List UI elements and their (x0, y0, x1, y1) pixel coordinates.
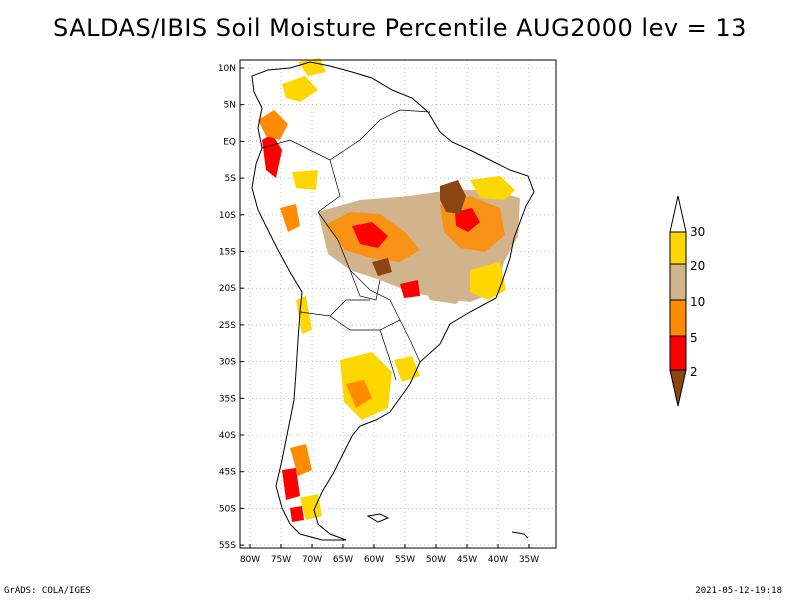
shade-red-colombia (262, 134, 282, 178)
lon-tick-label: 40W (488, 555, 508, 565)
lat-tick-label: 45S (219, 468, 236, 478)
lat-tick-label: EQ (223, 137, 236, 147)
lat-tick-label: 10S (219, 211, 236, 221)
shade-red-brazil (352, 222, 388, 248)
lat-tick-label: 15S (219, 248, 236, 258)
shade-yellow-north (470, 176, 515, 200)
lon-tick-label: 70W (302, 555, 322, 565)
lat-tick-label: 50S (219, 504, 236, 514)
lon-tick-label: 45W (457, 555, 477, 565)
shade-tan-minas (420, 272, 470, 304)
shade-brown-center (440, 180, 466, 214)
lat-tick-label: 30S (219, 358, 236, 368)
legend-20-30 (669, 231, 687, 265)
moisture-shading (258, 58, 520, 522)
lat-tick-label: 5S (225, 174, 237, 184)
lat-tick-label: 40S (219, 431, 236, 441)
lat-tick-label: 20S (219, 284, 236, 294)
legend-label-2: 2 (690, 365, 698, 379)
lat-tick-label: 10N (218, 64, 236, 74)
legend-above-30 (669, 195, 687, 233)
legend-label-5: 5 (690, 331, 698, 345)
falkland-islands (366, 513, 390, 523)
lon-tick-label: 35W (519, 555, 539, 565)
shade-yellow-ven (298, 58, 326, 76)
lon-tick-label: 55W (395, 555, 415, 565)
legend-2-5 (669, 335, 687, 371)
shade-orange-ecuador (258, 110, 288, 140)
latitude-labels: 10N 5N EQ 5S 10S 15S 20S 25S 30S 35S 40S 45S 50S 55S (218, 64, 244, 551)
longitude-labels: 80W 75W 70W 65W 60W 55W 50W 45W 40W 35W (240, 544, 539, 565)
shade-red-minas (400, 280, 420, 298)
legend-below-2 (669, 369, 687, 407)
legend-label-10: 10 (690, 295, 705, 309)
legend-10-20 (669, 263, 687, 301)
south-georgia (511, 531, 529, 539)
shade-yellow-southeast (470, 262, 506, 300)
lon-tick-label: 65W (333, 555, 353, 565)
shade-red-patagonia (282, 468, 300, 500)
lon-tick-label: 80W (240, 555, 260, 565)
lon-tick-label: 75W (271, 555, 291, 565)
shade-orange-patagonia (290, 444, 312, 476)
footer-credit: GrADS: COLA/IGES (4, 586, 91, 596)
legend-5-10 (669, 299, 687, 337)
shade-yellow-colombia-n (282, 76, 318, 102)
shade-red-tierra (290, 506, 304, 522)
legend-label-20: 20 (690, 259, 705, 273)
shade-yellow-peru (292, 170, 318, 190)
country-borders (261, 109, 431, 381)
lat-tick-label: 5N (224, 101, 236, 111)
page-title: SALDAS/IBIS Soil Moisture Percentile AUG… (53, 14, 747, 42)
footer-timestamp: 2021-05-12-19:18 (695, 586, 782, 596)
shade-brown-west (372, 258, 392, 276)
shade-yellow-uruguay (394, 356, 420, 382)
lat-tick-label: 55S (219, 541, 236, 551)
color-legend: 30 20 10 5 2 (669, 195, 705, 407)
shade-orange-peru (280, 204, 300, 232)
legend-label-30: 30 (690, 225, 705, 239)
shade-yellow-chile (296, 296, 312, 334)
shade-yellow-patagonia (300, 494, 322, 520)
lat-tick-label: 35S (219, 394, 236, 404)
lon-tick-label: 60W (364, 555, 384, 565)
shade-orange-argentina (346, 380, 372, 408)
lon-tick-label: 50W (426, 555, 446, 565)
shade-red-east (455, 208, 480, 232)
south-america-outline (251, 61, 535, 541)
lat-tick-label: 25S (219, 321, 236, 331)
plot-frame (239, 59, 557, 549)
